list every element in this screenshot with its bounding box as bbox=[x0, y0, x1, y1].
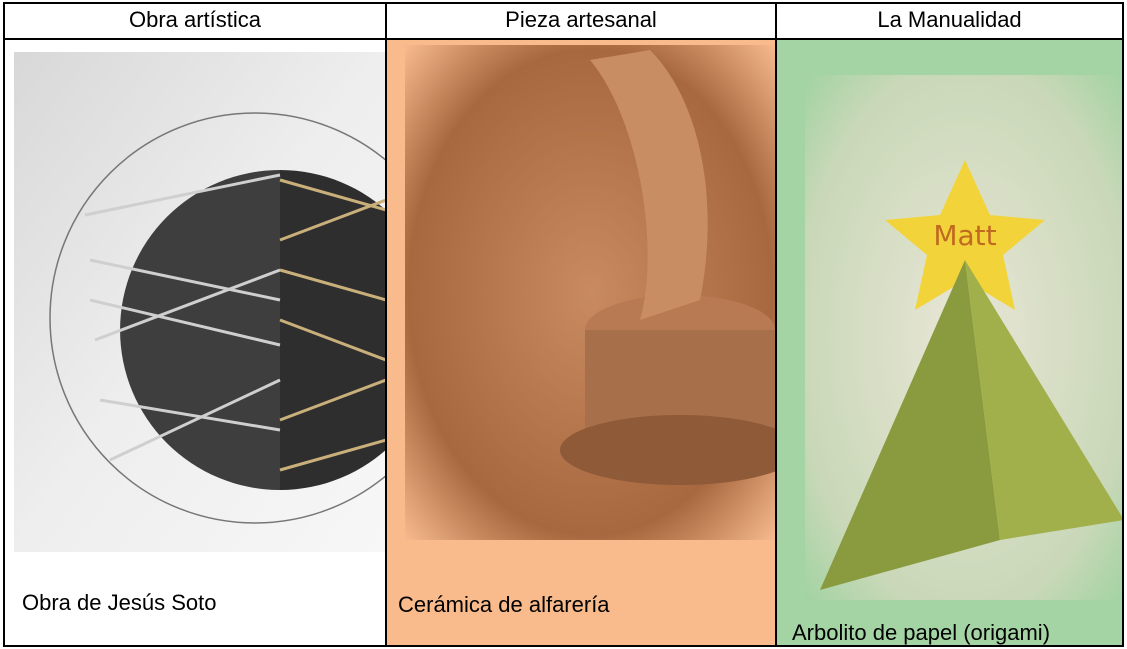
border bbox=[3, 2, 1124, 4]
caption: Cerámica de alfarería bbox=[398, 592, 610, 617]
column-header: La Manualidad bbox=[877, 7, 1022, 32]
border bbox=[3, 2, 5, 647]
column-header: Pieza artesanal bbox=[505, 7, 657, 32]
border bbox=[385, 2, 387, 647]
border bbox=[3, 645, 1124, 647]
border bbox=[3, 38, 1124, 40]
border bbox=[775, 2, 777, 647]
caption: Obra de Jesús Soto bbox=[22, 590, 217, 615]
caption: Arbolito de papel (origami) bbox=[792, 620, 1051, 645]
border bbox=[1122, 2, 1124, 647]
image-text: Matt bbox=[933, 219, 996, 252]
column-header: Obra artística bbox=[128, 7, 262, 32]
